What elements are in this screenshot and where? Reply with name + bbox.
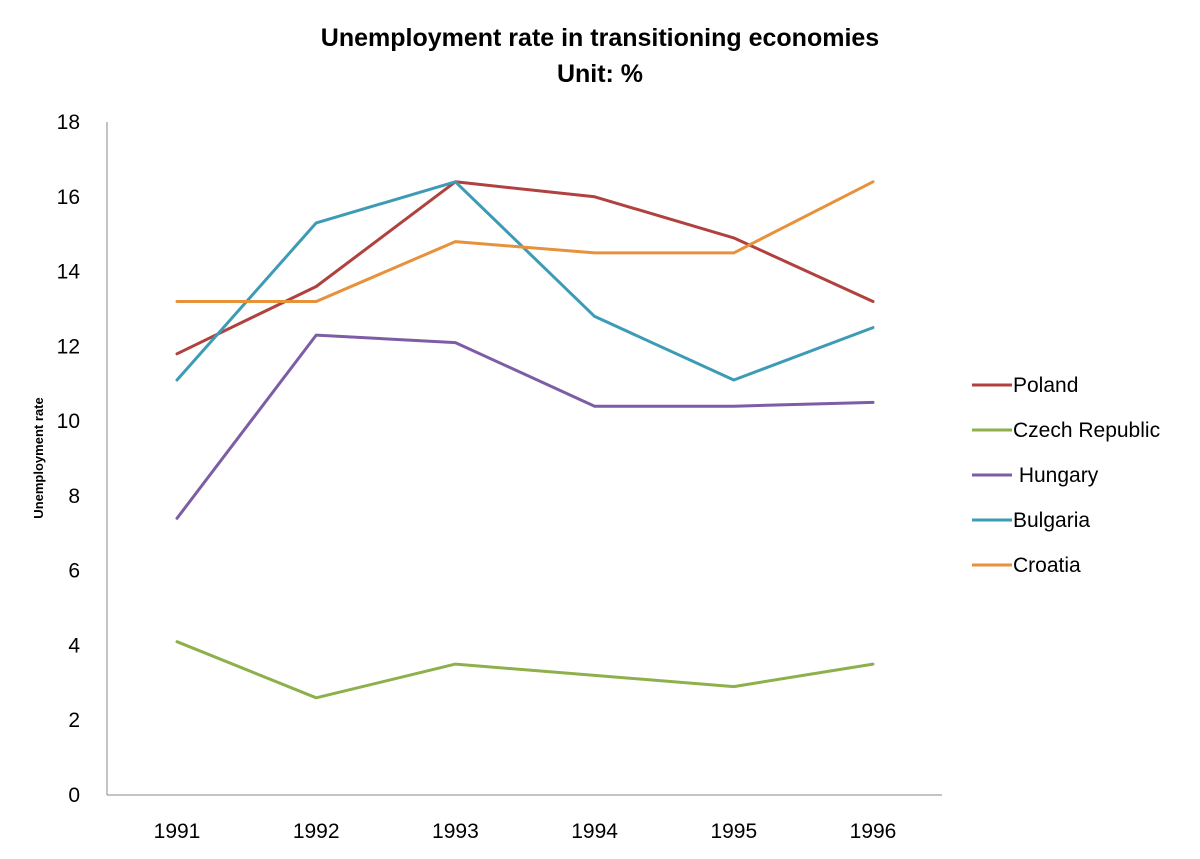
y-tick-label: 16 bbox=[57, 186, 80, 209]
legend-label-poland: Poland bbox=[1013, 374, 1078, 397]
x-tick-label: 1991 bbox=[154, 820, 201, 843]
chart-title: Unemployment rate in transitioning econo… bbox=[321, 24, 879, 52]
y-tick-label: 14 bbox=[57, 261, 81, 284]
x-tick-label: 1993 bbox=[432, 820, 479, 843]
legend-label-czech-republic: Czech Republic bbox=[1013, 419, 1160, 442]
y-tick-label: 0 bbox=[68, 784, 80, 807]
y-axis-title: Unemployment rate bbox=[31, 397, 46, 518]
y-tick-labels: 0 2 4 6 8 10 12 14 16 18 bbox=[57, 111, 81, 807]
y-tick-label: 2 bbox=[68, 709, 80, 732]
y-tick-label: 4 bbox=[68, 634, 80, 657]
x-tick-label: 1992 bbox=[293, 820, 340, 843]
chart-subtitle: Unit: % bbox=[557, 60, 643, 88]
x-tick-label: 1995 bbox=[710, 820, 757, 843]
x-tick-label: 1996 bbox=[850, 820, 897, 843]
legend-label-hungary: Hungary bbox=[1013, 464, 1099, 487]
x-tick-labels: 1991 1992 1993 1994 1995 1996 bbox=[154, 820, 897, 843]
y-tick-label: 10 bbox=[57, 410, 80, 433]
y-tick-label: 6 bbox=[68, 560, 80, 583]
x-tick-label: 1994 bbox=[571, 820, 618, 843]
series-line-croatia bbox=[175, 180, 875, 303]
series-line-bulgaria bbox=[175, 180, 875, 382]
y-tick-label: 8 bbox=[68, 485, 80, 508]
legend-label-bulgaria: Bulgaria bbox=[1013, 509, 1090, 532]
series-line-czech-republic bbox=[175, 640, 875, 700]
series-line-poland bbox=[175, 180, 875, 356]
y-tick-label: 12 bbox=[57, 335, 80, 358]
series-line-hungary bbox=[175, 333, 875, 520]
legend: Poland Czech Republic Hungary Bulgaria Croa… bbox=[972, 374, 1160, 577]
y-tick-label: 18 bbox=[57, 111, 80, 134]
legend-label-croatia: Croatia bbox=[1013, 554, 1081, 577]
series-lines bbox=[175, 180, 875, 700]
